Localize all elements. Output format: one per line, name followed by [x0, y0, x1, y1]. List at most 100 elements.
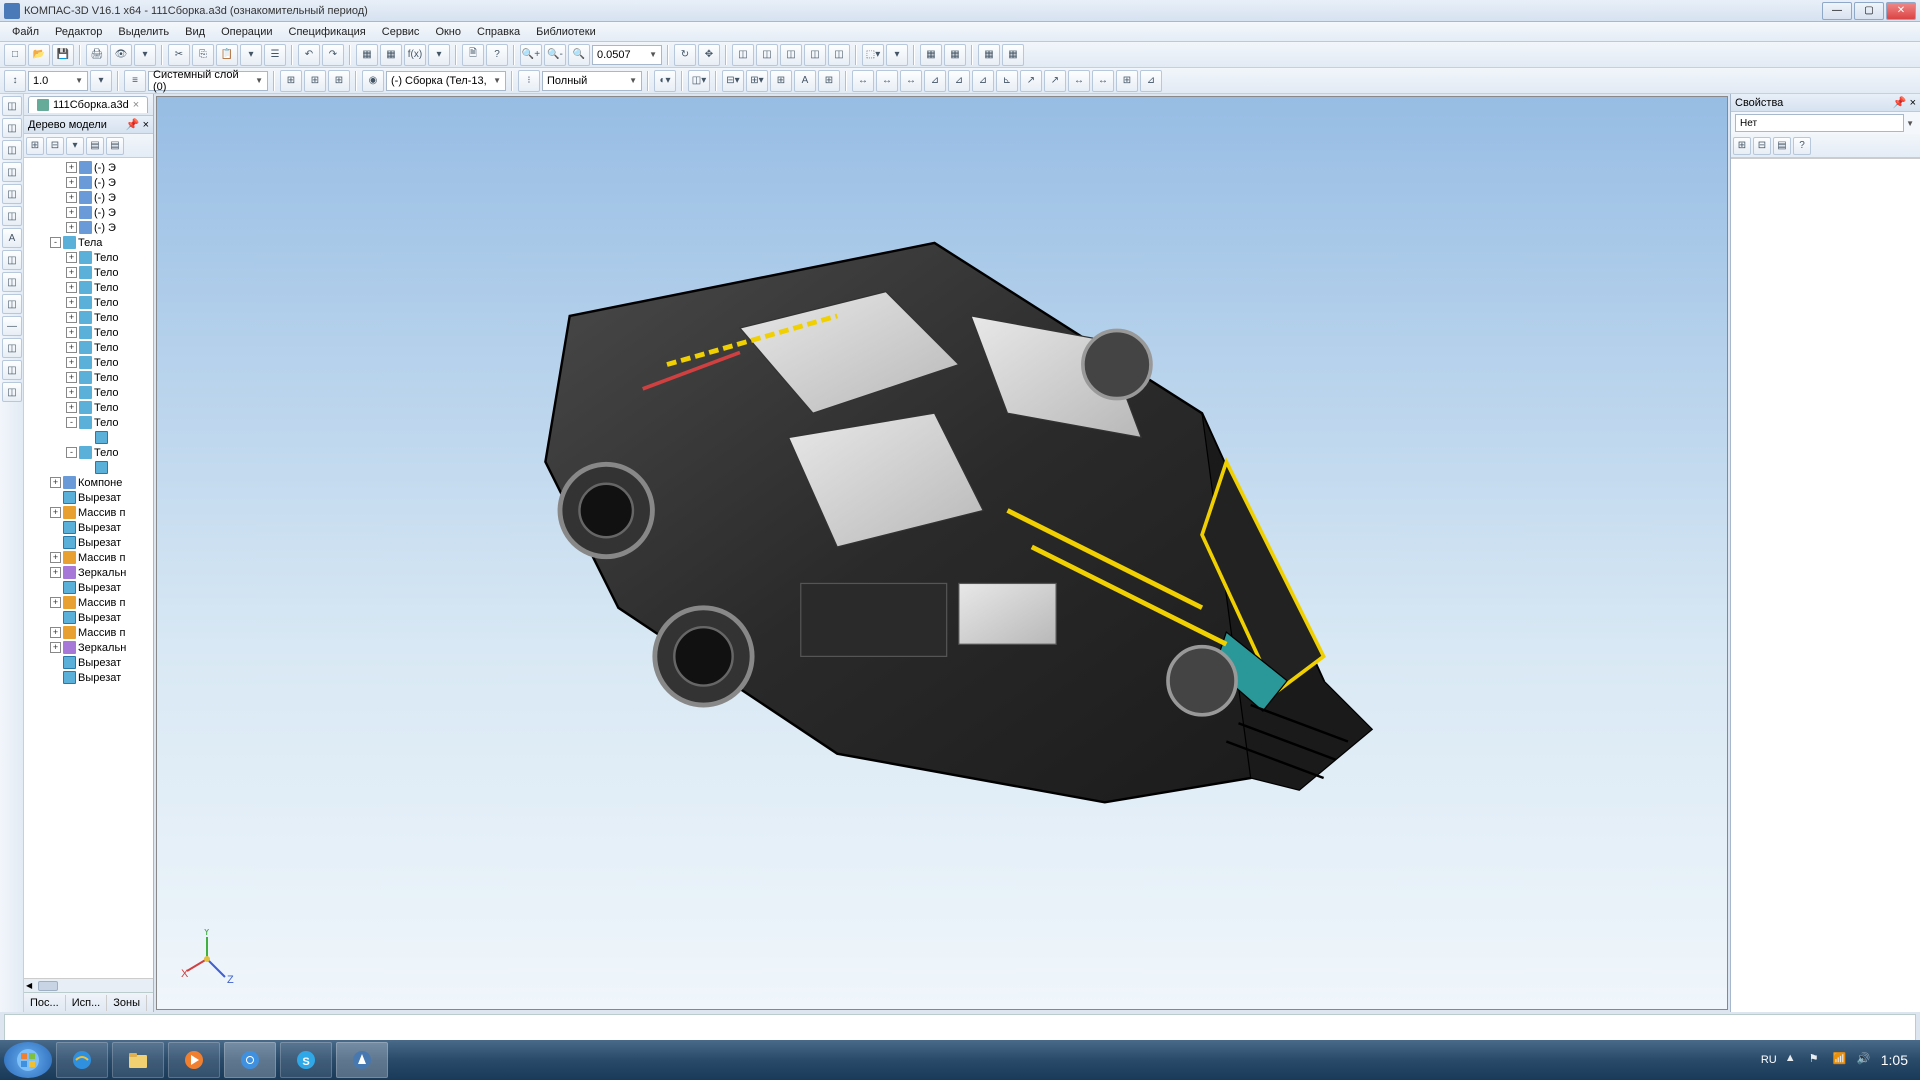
tree-expander[interactable]: + [66, 222, 77, 233]
tree-expander[interactable]: + [66, 372, 77, 383]
tool-button[interactable]: ▾ [886, 44, 908, 66]
redo-button[interactable]: ↷ [322, 44, 344, 66]
vtool-button[interactable]: ◫ [2, 294, 22, 314]
open-button[interactable]: 📂 [28, 44, 50, 66]
dim-button[interactable]: ⊞ [1116, 70, 1138, 92]
tree-node[interactable]: +(-) Э [26, 175, 151, 190]
tree-expander[interactable]: - [50, 237, 61, 248]
assembly-combo[interactable]: (-) Сборка (Тел-13,▼ [386, 71, 506, 91]
pin-icon[interactable]: 📌 [1893, 97, 1907, 109]
minimize-button[interactable]: — [1822, 2, 1852, 20]
tool-button[interactable]: ▦ [380, 44, 402, 66]
tree-node[interactable]: +(-) Э [26, 220, 151, 235]
tree-tab-zones[interactable]: Зоны [107, 995, 147, 1011]
tree-expander[interactable]: + [66, 387, 77, 398]
tool-button[interactable]: ▦ [920, 44, 942, 66]
tree-expander[interactable]: + [50, 627, 61, 638]
rotate-button[interactable]: ↻ [674, 44, 696, 66]
tree-node[interactable]: +Зеркальн [26, 565, 151, 580]
menu-select[interactable]: Выделить [110, 24, 177, 40]
save-button[interactable]: 💾 [52, 44, 74, 66]
panel-close-icon[interactable]: × [143, 119, 149, 131]
model-tree[interactable]: +(-) Э+(-) Э+(-) Э+(-) Э+(-) Э-Тела+Тело… [24, 158, 153, 978]
tree-node[interactable] [26, 430, 151, 445]
tree-expander[interactable]: + [50, 597, 61, 608]
pin-icon[interactable]: 📌 [126, 119, 140, 131]
tree-node[interactable]: +Массив п [26, 505, 151, 520]
tool-button[interactable]: ⊞▾ [746, 70, 768, 92]
menu-libraries[interactable]: Библиотеки [528, 24, 604, 40]
undo-button[interactable]: ↶ [298, 44, 320, 66]
tree-node[interactable]: +Массив п [26, 550, 151, 565]
tree-tool-button[interactable]: ⊞ [26, 137, 44, 155]
tree-tab-exec[interactable]: Исп... [66, 995, 108, 1011]
properties-value-input[interactable] [1735, 114, 1904, 132]
tree-expander[interactable]: + [66, 342, 77, 353]
menu-edit[interactable]: Редактор [47, 24, 110, 40]
dim-button[interactable]: ↔ [876, 70, 898, 92]
dim-button[interactable]: ⊿ [948, 70, 970, 92]
vtool-button[interactable]: ◫ [2, 184, 22, 204]
layer-icon[interactable]: ≡ [124, 70, 146, 92]
menu-window[interactable]: Окно [427, 24, 469, 40]
tool-button[interactable]: ⁝ [518, 70, 540, 92]
view-button[interactable]: ◫ [780, 44, 802, 66]
tree-node[interactable]: -Тело [26, 445, 151, 460]
tool-button[interactable]: ▾ [240, 44, 262, 66]
taskbar-kompas[interactable] [336, 1042, 388, 1078]
tree-node[interactable]: +Тело [26, 310, 151, 325]
dim-button[interactable]: ⊿ [1140, 70, 1162, 92]
tree-node[interactable]: Вырезат [26, 580, 151, 595]
tree-tool-button[interactable]: ▾ [66, 137, 84, 155]
menu-file[interactable]: Файл [4, 24, 47, 40]
dim-button[interactable]: ↔ [852, 70, 874, 92]
tree-expander[interactable]: + [66, 357, 77, 368]
paste-button[interactable]: 📋 [216, 44, 238, 66]
dim-button[interactable]: ↔ [1068, 70, 1090, 92]
vtool-button[interactable]: — [2, 316, 22, 336]
tree-node[interactable]: +Тело [26, 355, 151, 370]
tree-node[interactable]: +(-) Э [26, 160, 151, 175]
tool-button[interactable]: 🗎 [462, 44, 484, 66]
tool-button[interactable]: ▾ [428, 44, 450, 66]
tool-button[interactable]: ⊞ [770, 70, 792, 92]
tool-button[interactable]: ◫▾ [688, 70, 710, 92]
tool-button[interactable]: ⊞ [818, 70, 840, 92]
vtool-button[interactable]: ◫ [2, 118, 22, 138]
dim-button[interactable]: ↗ [1044, 70, 1066, 92]
vtool-button[interactable]: ◫ [2, 360, 22, 380]
tree-tool-button[interactable]: ▤ [86, 137, 104, 155]
properties-button[interactable]: ☰ [264, 44, 286, 66]
dim-button[interactable]: ⊿ [972, 70, 994, 92]
dim-button[interactable]: ⊾ [996, 70, 1018, 92]
dropdown-icon[interactable]: ▼ [1904, 119, 1916, 128]
tool-button[interactable]: ▦ [1002, 44, 1024, 66]
tree-expander[interactable]: + [50, 567, 61, 578]
tree-expander[interactable]: + [66, 162, 77, 173]
view-button[interactable]: ◫ [756, 44, 778, 66]
menu-service[interactable]: Сервис [374, 24, 428, 40]
tool-button[interactable]: ◐▾ [654, 70, 676, 92]
tool-button[interactable]: ⊞ [328, 70, 350, 92]
taskbar-skype[interactable]: S [280, 1042, 332, 1078]
tool-button[interactable]: ⊞ [280, 70, 302, 92]
help-button[interactable]: ? [486, 44, 508, 66]
tray-lang[interactable]: RU [1761, 1054, 1777, 1066]
taskbar-wmp[interactable] [168, 1042, 220, 1078]
tree-node[interactable]: +Массив п [26, 595, 151, 610]
prop-tool-button[interactable]: ? [1793, 137, 1811, 155]
tree-expander[interactable]: + [66, 192, 77, 203]
vtool-button[interactable]: ◫ [2, 338, 22, 358]
scale-combo[interactable]: 1.0▼ [28, 71, 88, 91]
tree-node[interactable]: -Тела [26, 235, 151, 250]
tool-button[interactable]: ◉ [362, 70, 384, 92]
print-button[interactable]: 🖨 [86, 44, 108, 66]
tree-node[interactable]: +Массив п [26, 625, 151, 640]
tree-expander[interactable]: + [66, 312, 77, 323]
zoom-combo[interactable]: 0.0507▼ [592, 45, 662, 65]
vtool-button[interactable]: ◫ [2, 162, 22, 182]
tree-expander[interactable]: + [50, 507, 61, 518]
display-combo[interactable]: Полный▼ [542, 71, 642, 91]
taskbar-chrome[interactable] [224, 1042, 276, 1078]
tool-button[interactable]: ▦ [356, 44, 378, 66]
